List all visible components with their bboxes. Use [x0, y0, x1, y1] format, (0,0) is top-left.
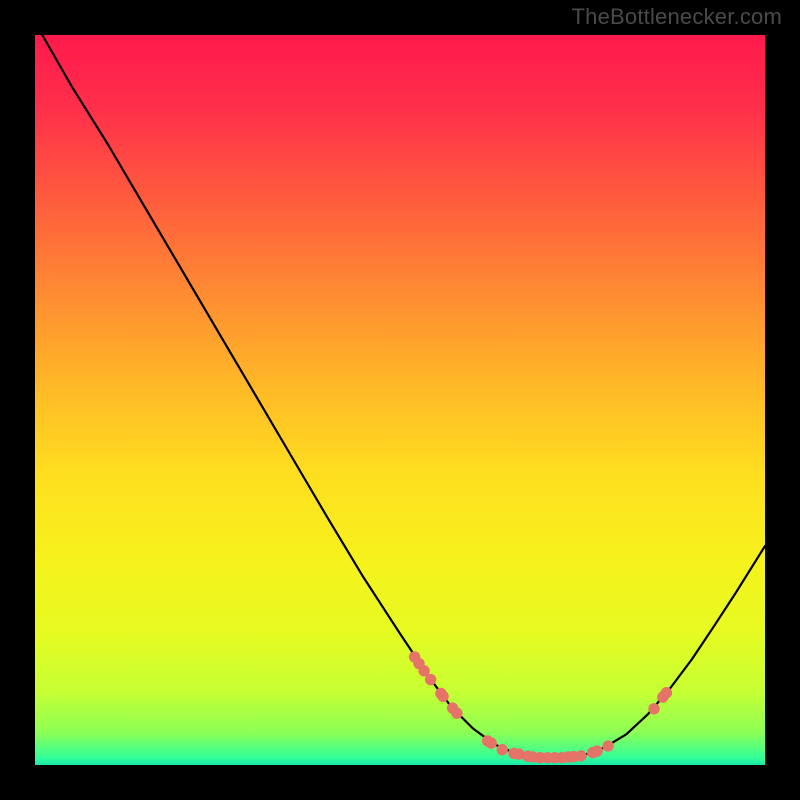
data-point: [497, 744, 507, 754]
watermark-text: TheBottlenecker.com: [572, 4, 782, 30]
bottleneck-chart: [35, 35, 765, 765]
data-point: [486, 738, 496, 748]
data-point: [576, 751, 586, 761]
data-point: [603, 741, 613, 751]
data-point: [661, 688, 671, 698]
chart-background: [35, 35, 765, 765]
data-point: [452, 708, 462, 718]
watermark-label: TheBottlenecker.com: [572, 4, 782, 29]
data-point: [438, 691, 448, 701]
data-point: [425, 674, 435, 684]
data-point: [419, 666, 429, 676]
chart-frame: TheBottlenecker.com: [0, 0, 800, 800]
plot-area: [35, 35, 765, 765]
data-point: [592, 746, 602, 756]
data-point: [649, 704, 659, 714]
